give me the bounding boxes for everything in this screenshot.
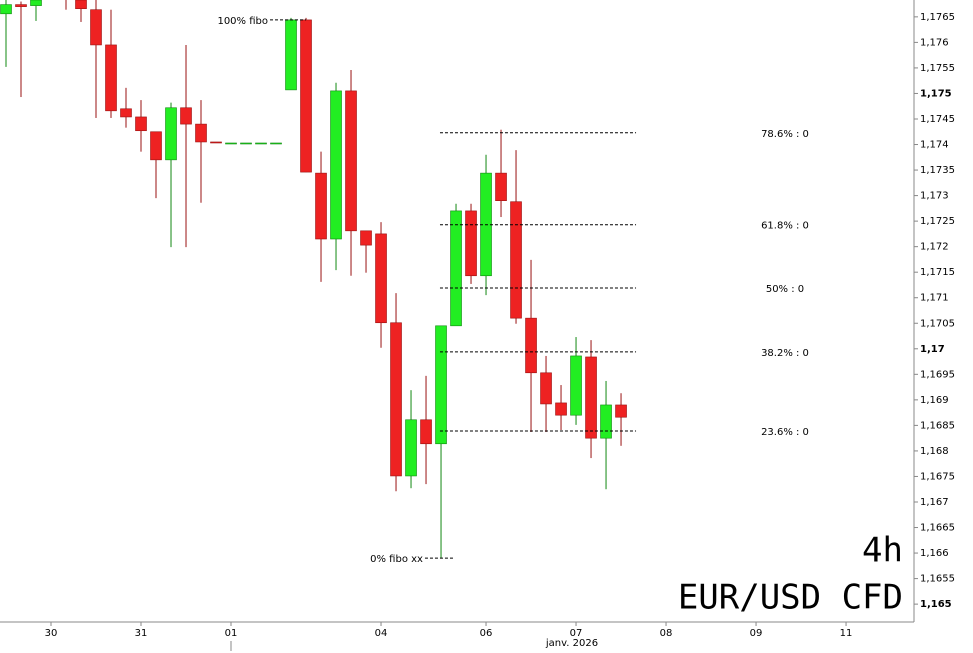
y-tick-label: 1,174 xyxy=(920,140,949,151)
y-tick-label: 1,172 xyxy=(920,242,949,253)
candle-body xyxy=(540,372,552,405)
y-tick-label: 1,1735 xyxy=(920,165,955,176)
y-tick-label: 1,165 xyxy=(920,599,952,610)
candle-body xyxy=(195,123,207,143)
fibo-label: 38.2% : 0 xyxy=(761,348,809,359)
candle-body xyxy=(375,233,387,324)
y-tick-label: 1,1755 xyxy=(920,63,955,74)
candle-body xyxy=(555,402,567,416)
plot-area xyxy=(0,0,637,559)
fibo-label: 0% fibo xx xyxy=(370,554,423,565)
y-tick-label: 1,1675 xyxy=(920,471,955,482)
y-tick-label: 1,168 xyxy=(920,446,949,457)
x-tick-label: 07 xyxy=(570,628,583,639)
candle-body xyxy=(360,230,372,246)
x-tick-label: 30 xyxy=(45,628,58,639)
y-tick-label: 1,1715 xyxy=(920,267,955,278)
y-tick-label: 1,1655 xyxy=(920,574,955,585)
fibo-label: 100% fibo xyxy=(217,16,268,27)
candle-body xyxy=(585,356,597,439)
candle-body xyxy=(615,404,627,418)
x-tick-label: 11 xyxy=(840,628,853,639)
candle-body xyxy=(150,131,162,161)
candle-body xyxy=(405,419,417,477)
fibo-label: 50% : 0 xyxy=(766,284,804,295)
candle-body xyxy=(90,9,102,46)
y-tick-label: 1,175 xyxy=(920,88,952,99)
candle-body xyxy=(15,4,27,7)
candle-body xyxy=(300,19,312,173)
y-tick-label: 1,17 xyxy=(920,344,945,355)
y-tick-label: 1,173 xyxy=(920,191,949,202)
candle-body xyxy=(180,107,192,125)
candle-body xyxy=(345,90,357,232)
candle-body xyxy=(330,90,342,240)
y-tick-label: 1,1705 xyxy=(920,318,955,329)
y-tick-label: 1,169 xyxy=(920,395,949,406)
candle-body xyxy=(510,201,522,319)
fibo-label: 78.6% : 0 xyxy=(761,129,809,140)
x-tick-label: 09 xyxy=(750,628,763,639)
candle-body xyxy=(525,317,537,374)
y-tick-label: 1,1765 xyxy=(920,12,955,23)
fibo-label: 61.8% : 0 xyxy=(761,221,809,232)
candle-body xyxy=(600,404,612,439)
candle-body xyxy=(30,0,42,6)
chart-subtitle: 4h xyxy=(862,531,903,571)
x-tick-label: 01 xyxy=(225,628,238,639)
candle-body xyxy=(75,0,87,9)
y-tick-label: 1,1685 xyxy=(920,420,955,431)
candle-body xyxy=(165,107,177,161)
candle-body xyxy=(225,142,237,145)
y-tick-label: 1,1745 xyxy=(920,114,955,125)
candle-body xyxy=(105,44,117,112)
candle-body xyxy=(420,419,432,445)
candle-body xyxy=(465,210,477,277)
candle-body xyxy=(285,19,297,91)
x-tick-label: 04 xyxy=(375,628,388,639)
x-axis-label: janv. 2026 xyxy=(545,638,598,649)
fibo-label: 23.6% : 0 xyxy=(761,427,809,438)
y-tick-label: 1,166 xyxy=(920,548,949,559)
x-tick-label: 31 xyxy=(135,628,148,639)
y-tick-label: 1,1695 xyxy=(920,369,955,380)
candle-body xyxy=(270,142,282,145)
candle-body xyxy=(135,116,147,132)
candle-body xyxy=(570,355,582,416)
y-tick-label: 1,167 xyxy=(920,497,949,508)
candle-body xyxy=(435,325,447,445)
x-tick-label: 06 xyxy=(480,628,493,639)
candle-body xyxy=(255,142,267,145)
candle-body xyxy=(495,172,507,201)
candle-body xyxy=(390,322,402,477)
candle-body xyxy=(315,172,327,240)
y-tick-label: 1,171 xyxy=(920,293,949,304)
y-tick-label: 1,1725 xyxy=(920,216,955,227)
y-tick-label: 1,176 xyxy=(920,37,949,48)
x-tick-label: 08 xyxy=(660,628,673,639)
y-tick-label: 1,1665 xyxy=(920,523,955,534)
chart-title: EUR/USD CFD xyxy=(678,578,903,618)
candle-body xyxy=(240,142,252,145)
candle-body xyxy=(450,210,462,327)
candle-body xyxy=(0,4,12,15)
candle-body xyxy=(120,108,132,118)
candle-body xyxy=(210,141,222,144)
